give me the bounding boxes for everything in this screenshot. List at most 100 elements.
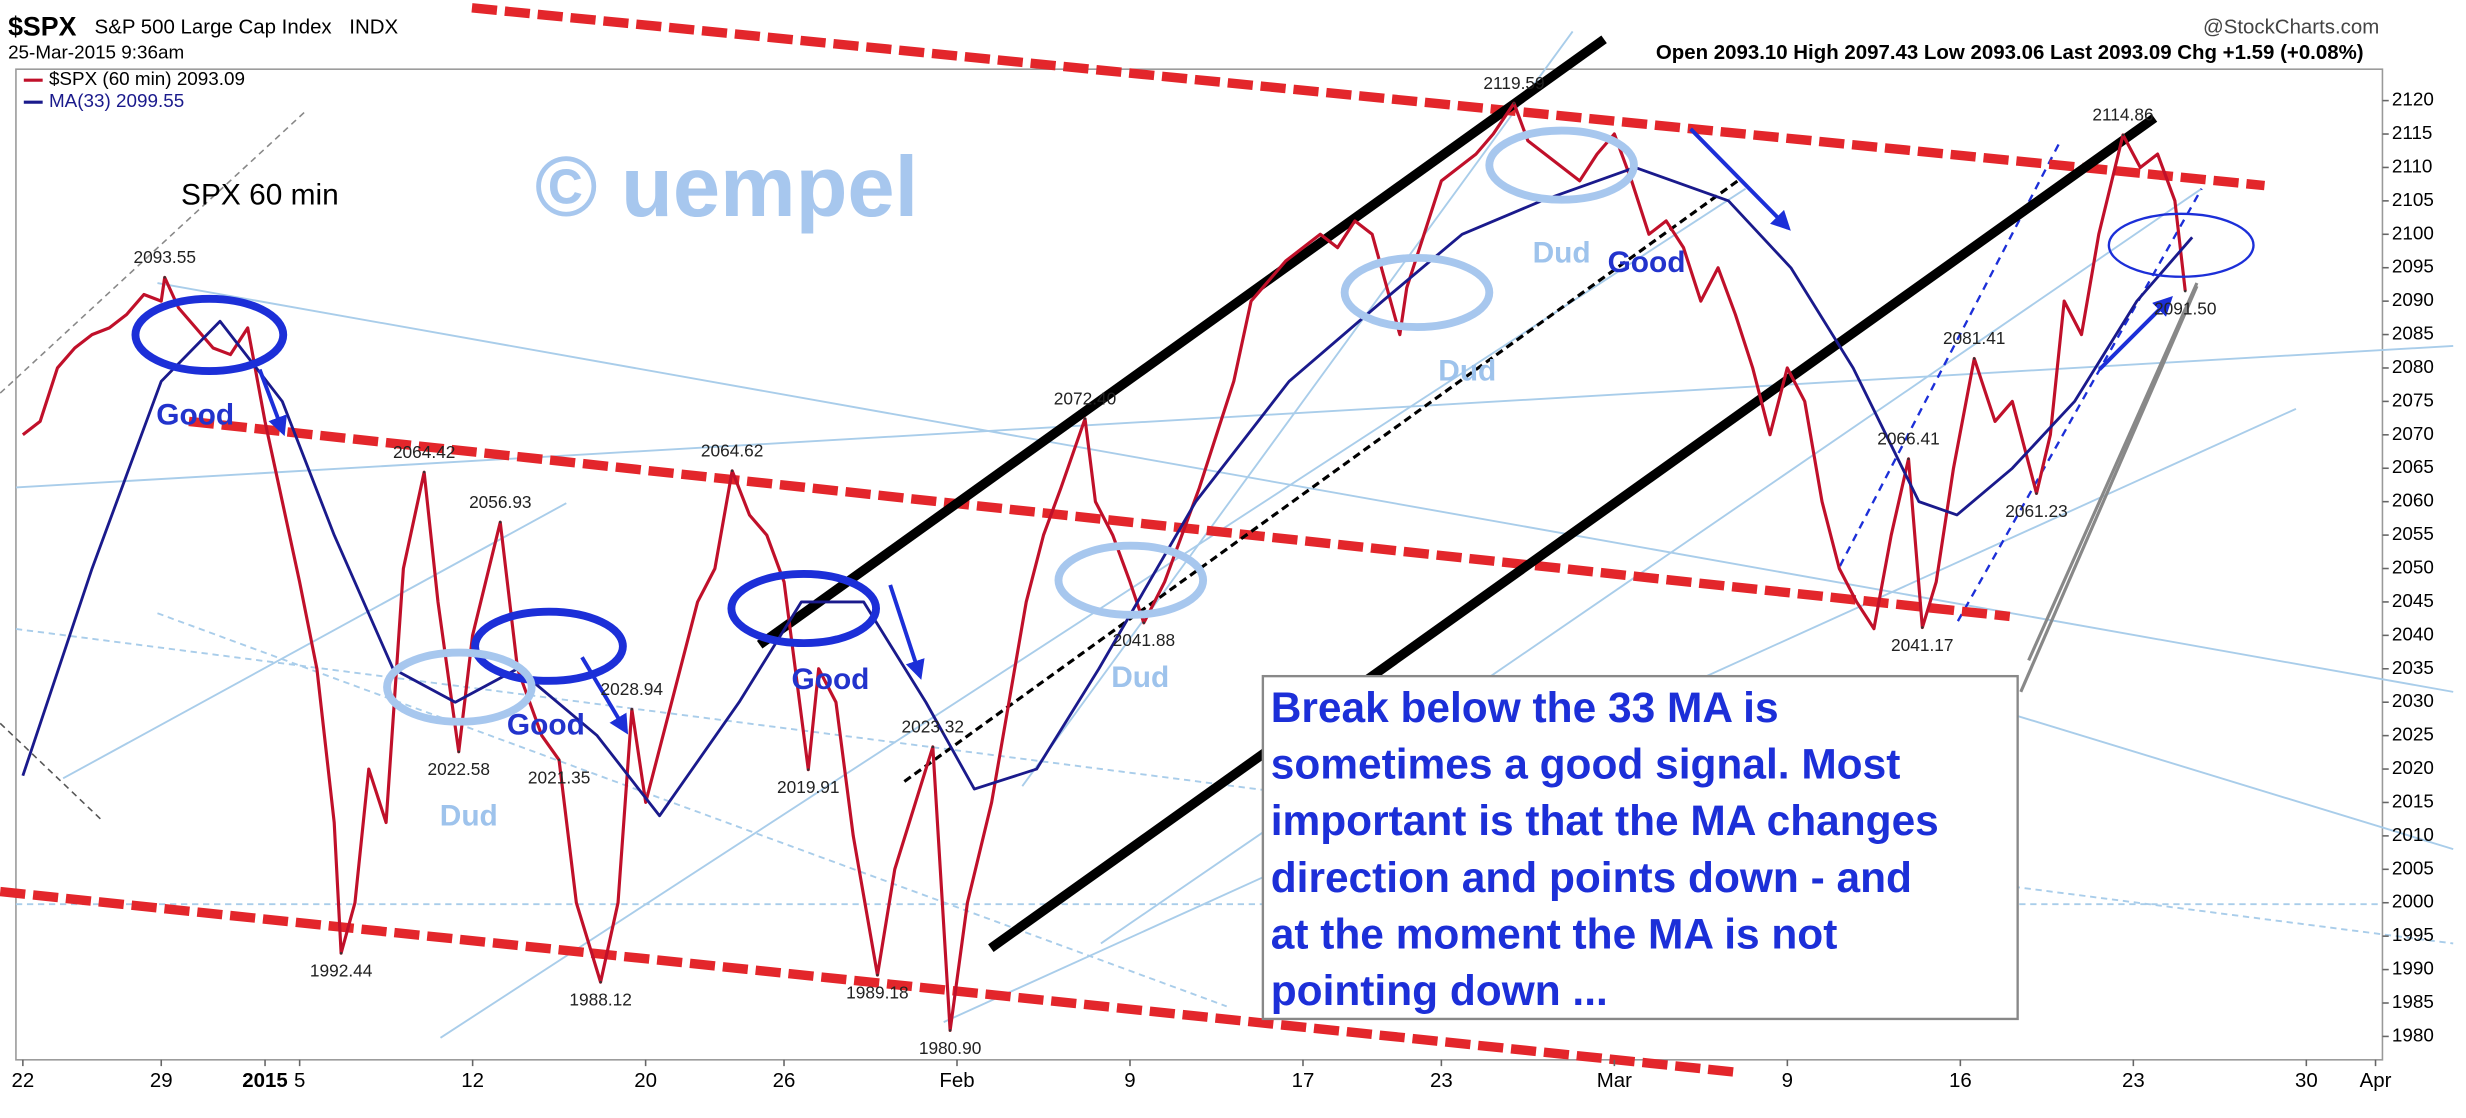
x-tick-label: 22 bbox=[11, 1069, 34, 1092]
y-tick-label: 2050 bbox=[2392, 556, 2434, 577]
signal-ellipse bbox=[471, 607, 627, 685]
quote: Open 2093.10 High 2097.43 Low 2093.06 La… bbox=[1656, 41, 2364, 64]
note-line: pointing down ... bbox=[1271, 967, 1608, 1014]
legend-label: MA(33) 2099.55 bbox=[49, 90, 184, 111]
y-tick-label: 2020 bbox=[2392, 757, 2434, 778]
arrow bbox=[580, 656, 629, 735]
price-label-point bbox=[876, 973, 879, 977]
arrow bbox=[2098, 295, 2173, 371]
price-label-point bbox=[422, 470, 426, 474]
price-label: 2114.86 bbox=[2092, 105, 2153, 125]
signal-ellipse bbox=[131, 294, 288, 376]
y-tick-label: 2030 bbox=[2392, 690, 2434, 711]
x-tick-label: 9 bbox=[1124, 1069, 1135, 1092]
x-tick-label: Apr bbox=[2360, 1069, 2392, 1092]
signal-ellipse bbox=[1054, 541, 1208, 619]
price-label: 2119.59 bbox=[1483, 73, 1544, 93]
trend-line bbox=[0, 722, 103, 822]
signal-label: Dud bbox=[1533, 237, 1591, 270]
x-tick-label: 2015 bbox=[242, 1069, 287, 1092]
trend-line bbox=[1956, 188, 2203, 622]
price-label-point bbox=[730, 469, 734, 473]
price-label: 2028.94 bbox=[601, 679, 664, 699]
price-label-point bbox=[1921, 626, 1924, 629]
price-label-point bbox=[1972, 357, 1976, 360]
signal-ellipse bbox=[2107, 212, 2255, 278]
symbol: $SPX bbox=[8, 11, 77, 41]
price-label-point bbox=[1512, 102, 1516, 105]
price-label: 2066.41 bbox=[1877, 429, 1939, 449]
channel-line bbox=[988, 114, 2158, 953]
arrow bbox=[257, 368, 287, 437]
x-tick-label: 23 bbox=[2122, 1069, 2145, 1092]
x-tick-label: 5 bbox=[294, 1069, 305, 1092]
price-label: 1988.12 bbox=[569, 990, 631, 1010]
series-layer bbox=[21, 101, 2194, 1032]
date: 25-Mar-2015 9:36am bbox=[8, 41, 184, 62]
channel-line bbox=[188, 416, 2011, 622]
ellipses bbox=[131, 126, 2255, 726]
price-label-point bbox=[948, 1029, 952, 1032]
trend-line bbox=[0, 109, 308, 394]
arrow bbox=[888, 584, 925, 680]
signal-label: Good bbox=[507, 708, 585, 741]
price-label: 1980.90 bbox=[919, 1038, 981, 1058]
ma-line bbox=[21, 166, 2194, 818]
note-line: Break below the 33 MA is bbox=[1271, 684, 1779, 731]
chart-label: SPX 60 min bbox=[181, 178, 339, 211]
signal-ellipse bbox=[383, 648, 536, 726]
y-tick-label: 2115 bbox=[2392, 122, 2433, 143]
y-tick-label: 2105 bbox=[2392, 189, 2434, 210]
trend-line bbox=[157, 612, 1228, 1008]
price-label-point bbox=[499, 520, 502, 524]
price-label-point bbox=[630, 708, 634, 711]
y-tick-label: 2060 bbox=[2392, 490, 2434, 511]
price-label: 2064.62 bbox=[701, 440, 763, 460]
price-label: 2023.32 bbox=[902, 717, 964, 737]
y-tick-label: 2120 bbox=[2392, 89, 2434, 110]
trend-line bbox=[15, 344, 2454, 489]
signal-ellipse bbox=[1485, 126, 1638, 204]
price-label-point bbox=[1142, 621, 1146, 625]
price-label-point bbox=[1907, 457, 1910, 461]
x-tick-label: 17 bbox=[1292, 1069, 1315, 1092]
y-tick-label: 2095 bbox=[2392, 256, 2434, 277]
y-tick-label: 2045 bbox=[2392, 590, 2434, 611]
channel-line bbox=[756, 35, 1607, 649]
signal-label: Good bbox=[1608, 246, 1686, 279]
price-label-point bbox=[2183, 289, 2187, 293]
x-tick-label: 29 bbox=[150, 1069, 173, 1092]
arrow bbox=[1689, 127, 1791, 231]
signal-label: Dud bbox=[1111, 661, 1169, 694]
x-tick-label: 30 bbox=[2295, 1069, 2318, 1092]
x-tick-label: 26 bbox=[773, 1069, 796, 1092]
note-box bbox=[1261, 674, 2019, 1021]
trend-lines bbox=[0, 3, 2454, 1078]
y-tick-label: 2055 bbox=[2392, 523, 2434, 544]
black-channel bbox=[756, 35, 2158, 953]
note-line: sometimes a good signal. Most bbox=[1271, 741, 1901, 788]
note-line: at the moment the MA is not bbox=[1271, 910, 1838, 957]
signal-label: Dud bbox=[440, 800, 498, 833]
price-label: 2091.50 bbox=[2154, 299, 2216, 319]
price-label-point bbox=[457, 750, 461, 754]
exchange: INDX bbox=[349, 16, 398, 39]
price-label-point bbox=[2035, 492, 2038, 495]
channel-line bbox=[471, 3, 2265, 191]
y-tick-label: 2005 bbox=[2392, 857, 2434, 878]
signal-label: Dud bbox=[1438, 355, 1496, 388]
signal-ellipse bbox=[727, 570, 880, 648]
y-tick-label: 1980 bbox=[2392, 1024, 2434, 1045]
price-label: 2019.91 bbox=[777, 777, 839, 797]
x-tick-label: Feb bbox=[939, 1069, 974, 1092]
y-tick-label: 2065 bbox=[2392, 456, 2434, 477]
trend-line bbox=[157, 282, 2454, 693]
price-label: 2064.42 bbox=[393, 442, 455, 462]
watermark: © uempel bbox=[535, 139, 918, 234]
price-label: 2021.35 bbox=[528, 767, 590, 787]
y-tick-label: 2080 bbox=[2392, 356, 2434, 377]
channel-line bbox=[0, 886, 1739, 1078]
trend-line bbox=[62, 502, 567, 780]
price-label: 2061.23 bbox=[2005, 501, 2067, 521]
